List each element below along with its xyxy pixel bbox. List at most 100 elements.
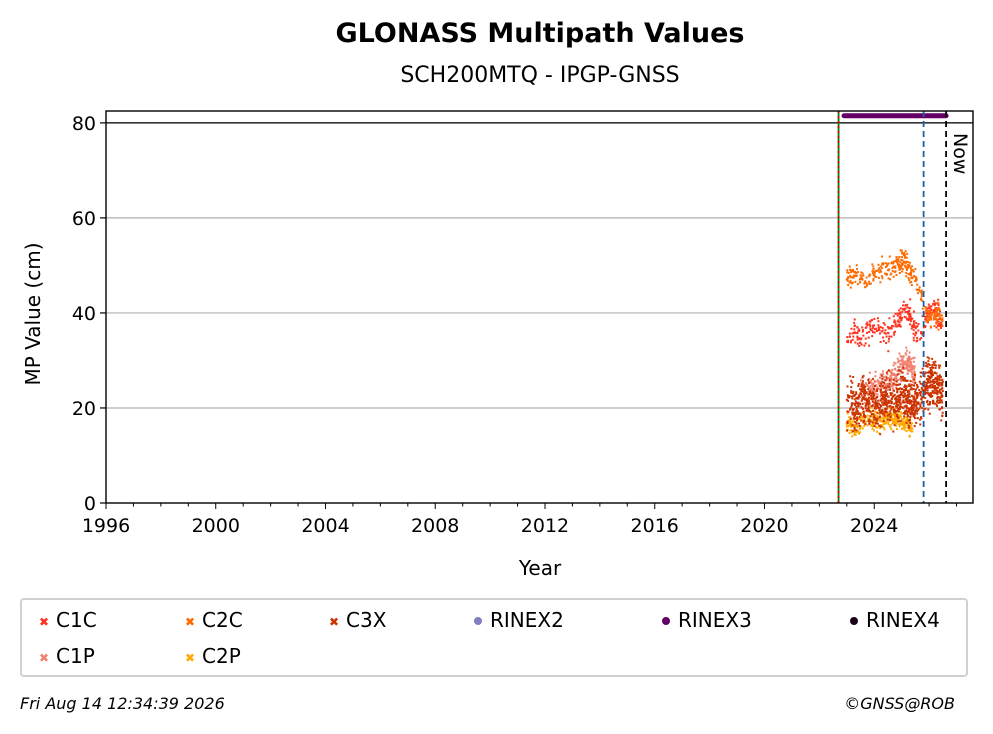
data-point	[902, 424, 905, 427]
data-point	[882, 396, 885, 399]
data-point	[894, 362, 897, 365]
data-point	[868, 280, 871, 283]
data-point	[891, 387, 894, 390]
data-point	[916, 383, 919, 386]
data-point	[876, 404, 879, 407]
data-point	[902, 394, 905, 397]
data-point	[894, 367, 897, 370]
data-point	[872, 268, 875, 271]
data-point	[864, 402, 867, 405]
data-point	[927, 381, 930, 384]
data-point	[936, 318, 939, 321]
data-point	[896, 395, 899, 398]
data-point	[913, 356, 916, 359]
data-point	[851, 411, 854, 414]
data-point	[850, 391, 853, 394]
data-point	[902, 361, 905, 364]
data-point	[893, 361, 896, 364]
data-point	[896, 412, 899, 415]
data-point	[878, 332, 881, 335]
data-point	[929, 392, 932, 395]
data-point	[875, 269, 878, 272]
data-point	[851, 338, 854, 341]
data-point	[921, 315, 924, 318]
data-point	[885, 375, 888, 378]
data-point	[849, 407, 852, 410]
footer-credit: ©GNSS@ROB	[844, 694, 955, 713]
data-point	[899, 313, 902, 316]
data-point	[881, 401, 884, 404]
data-point	[900, 359, 903, 362]
data-point	[871, 386, 874, 389]
x-marker-icon: ✖	[328, 614, 340, 629]
data-point	[906, 359, 909, 362]
data-point	[900, 376, 903, 379]
data-point	[915, 421, 918, 424]
data-point	[935, 403, 938, 406]
data-point	[850, 402, 853, 405]
data-point	[929, 393, 932, 396]
data-point	[886, 405, 889, 408]
data-point	[910, 367, 913, 370]
data-point	[850, 379, 853, 382]
data-point	[877, 324, 880, 327]
data-point	[873, 331, 876, 334]
data-point	[895, 418, 898, 421]
data-point	[927, 386, 930, 389]
data-point	[873, 394, 876, 397]
data-point	[887, 401, 890, 404]
data-point	[874, 403, 877, 406]
data-point	[923, 372, 926, 375]
data-point	[925, 378, 928, 381]
data-point	[908, 418, 911, 421]
data-point	[866, 424, 869, 427]
data-point	[914, 399, 917, 402]
data-point	[932, 390, 935, 393]
data-point	[925, 401, 928, 404]
data-point	[861, 402, 864, 405]
data-point	[851, 397, 854, 400]
data-point	[862, 274, 865, 277]
data-point	[851, 381, 854, 384]
data-point	[907, 395, 910, 398]
data-point	[904, 262, 907, 265]
data-point	[893, 409, 896, 412]
data-point	[905, 364, 908, 367]
data-point	[901, 259, 904, 262]
data-point	[901, 255, 904, 258]
data-point	[903, 261, 906, 264]
data-point	[890, 378, 893, 381]
data-point	[923, 408, 926, 411]
data-point	[881, 410, 884, 413]
data-point	[862, 375, 865, 378]
data-point	[928, 371, 931, 374]
data-point	[887, 327, 890, 330]
data-point	[895, 427, 898, 430]
data-point	[896, 320, 899, 323]
data-point	[885, 342, 888, 345]
data-point	[869, 389, 872, 392]
data-point	[884, 272, 887, 275]
data-point	[883, 387, 886, 390]
data-point	[909, 323, 912, 326]
data-point	[912, 325, 915, 328]
data-point	[890, 418, 893, 421]
data-point	[920, 337, 923, 340]
data-point	[894, 312, 897, 315]
data-point	[870, 424, 873, 427]
data-point	[885, 422, 888, 425]
data-point	[905, 346, 908, 349]
data-point	[891, 269, 894, 272]
data-point	[863, 422, 866, 425]
data-point	[912, 274, 915, 277]
data-point	[849, 274, 852, 277]
data-point	[888, 401, 891, 404]
data-point	[855, 275, 858, 278]
data-point	[868, 410, 871, 413]
data-point	[902, 418, 905, 421]
legend-item-rinex4: RINEX4	[848, 610, 940, 630]
data-point	[878, 426, 881, 429]
data-point	[869, 415, 872, 418]
data-point	[882, 401, 885, 404]
data-point	[896, 410, 899, 413]
